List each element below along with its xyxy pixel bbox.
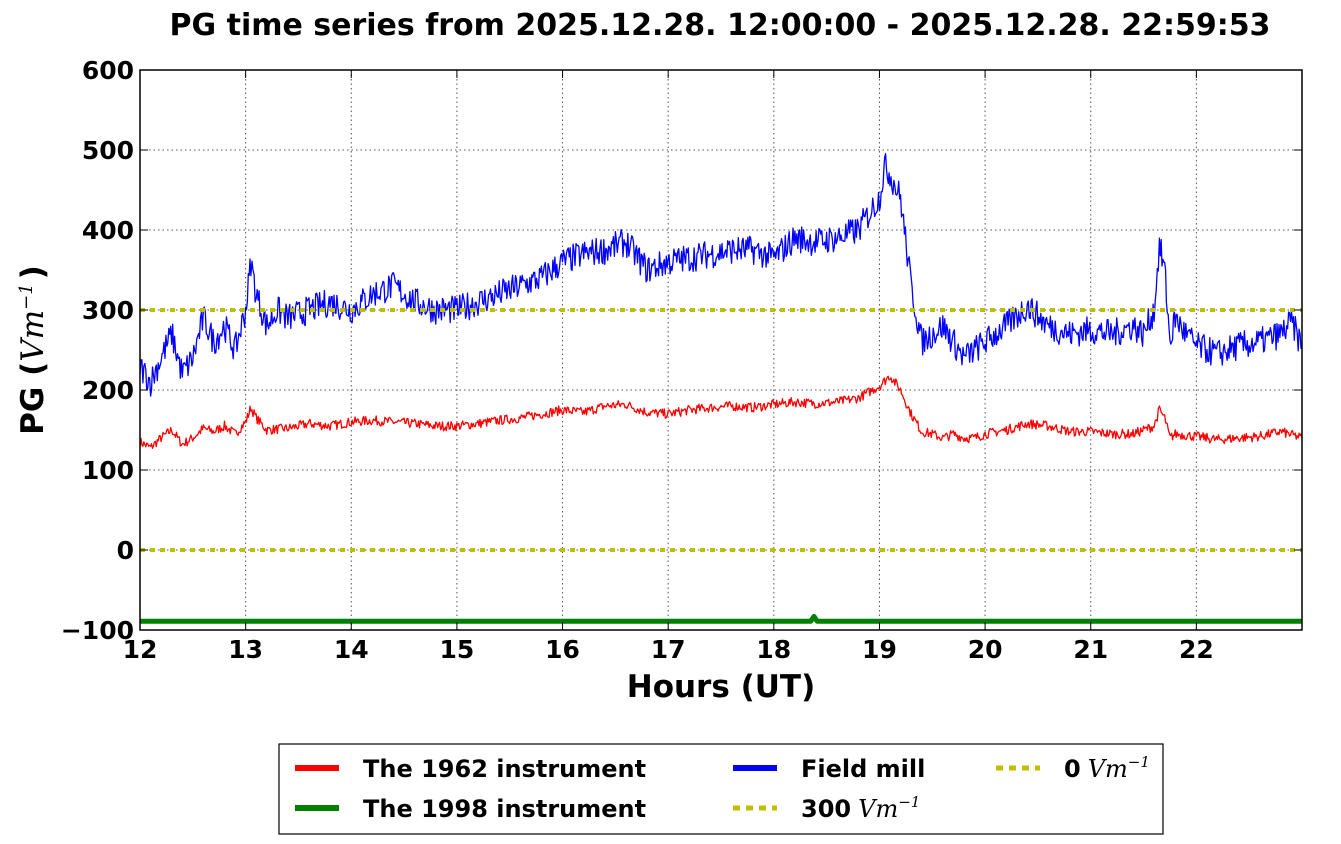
series-line-3 [139, 152, 1303, 397]
legend-label: Field mill [801, 755, 925, 783]
x-axis-label: Hours (UT) [627, 669, 816, 705]
y-tick-label: 100 [82, 456, 134, 485]
y-tick-label: 400 [82, 216, 134, 245]
x-tick-label: 19 [862, 635, 897, 664]
legend: The 1962 instrument The 1998 instrument Fi… [278, 743, 1164, 835]
x-tick-label: 12 [123, 635, 158, 664]
x-tick-label: 18 [756, 635, 791, 664]
y-tick-label: 200 [82, 376, 134, 405]
legend-label: 0 Vm−1 [1064, 753, 1150, 783]
y-tick-label: 600 [82, 56, 134, 85]
legend-label: The 1962 instrument [363, 755, 646, 783]
legend-label: 300 Vm−1 [801, 793, 920, 823]
x-tick-label: 22 [1179, 635, 1214, 664]
x-tick-label: 13 [228, 635, 263, 664]
x-tick-label: 20 [968, 635, 1003, 664]
y-tick-label: 300 [82, 296, 134, 325]
x-tick-label: 17 [651, 635, 686, 664]
series-layer [139, 152, 1303, 624]
y-axis-label: PG (Vm−1) [15, 265, 51, 435]
x-tick-label: 16 [545, 635, 580, 664]
y-tick-label: −100 [61, 616, 134, 645]
x-tick-label: 15 [440, 635, 475, 664]
grid-lines [140, 70, 1302, 630]
series-line-1 [139, 375, 1303, 449]
legend-box [278, 743, 1164, 835]
chart-title: PG time series from 2025.12.28. 12:00:00… [170, 8, 1271, 43]
y-tick-label: 0 [117, 536, 134, 565]
x-tick-label: 14 [334, 635, 369, 664]
legend-label: The 1998 instrument [363, 795, 646, 823]
y-axis-label-prefix: PG ( [15, 362, 51, 435]
y-tick-label: 500 [82, 136, 134, 165]
x-tick-label: 21 [1073, 635, 1108, 664]
y-axis-label-exponent: −1 [16, 283, 37, 310]
y-axis-label-unit: Vm [15, 310, 51, 362]
tick-layer: 12 13 14 15 16 17 18 19 20 21 22 −100 0 100 200 300 400 5… [61, 56, 1302, 664]
plot-frame [139, 69, 1303, 631]
series-line-2 [140, 613, 1302, 624]
y-axis-label-suffix: ) [15, 265, 51, 279]
